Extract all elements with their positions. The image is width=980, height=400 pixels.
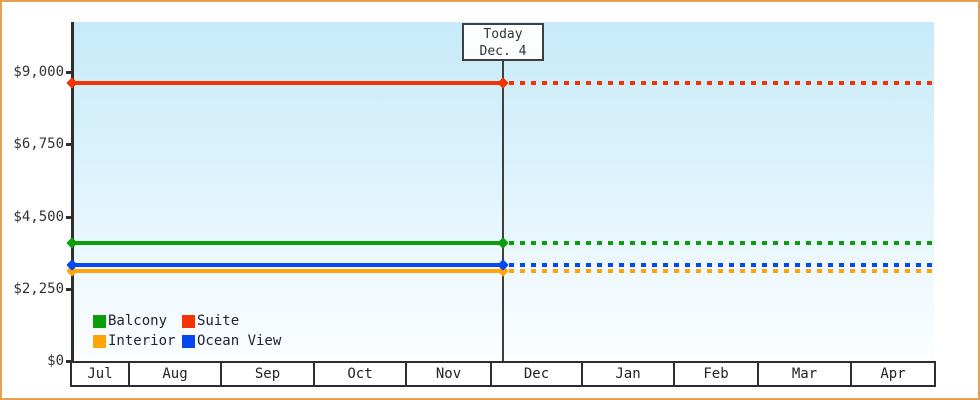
month-cell-sep: Sep (222, 363, 315, 385)
month-cell-feb: Feb (675, 363, 759, 385)
legend-label: Suite (197, 313, 240, 329)
series-line-solid-balcony (72, 240, 503, 245)
y-axis-label: $2,250 (13, 280, 64, 297)
y-axis-tick (66, 287, 72, 291)
month-cell-mar: Mar (759, 363, 852, 385)
series-line-dashed-suite (509, 81, 934, 86)
y-axis-tick (66, 360, 72, 363)
today-label-box: Today Dec. 4 (462, 23, 544, 61)
legend-swatch-icon (182, 314, 195, 328)
series-line-dashed-ocean-view (509, 262, 934, 267)
today-date: Dec. 4 (479, 44, 527, 59)
legend: Balcony Suite Interior Ocean View (93, 314, 281, 348)
month-cell-aug: Aug (130, 363, 222, 385)
x-axis-month-row: Jul Aug Sep Oct Nov Dec Jan Feb Mar Apr (70, 361, 936, 387)
legend-swatch-icon (93, 334, 106, 348)
y-axis-tick (66, 143, 72, 147)
y-axis-tick (66, 215, 72, 219)
series-line-dashed-balcony (509, 240, 934, 245)
today-marker-line (502, 59, 504, 361)
series-line-dashed-interior (509, 269, 934, 274)
y-axis-label: $0 (47, 353, 64, 369)
series-line-solid-interior (72, 269, 503, 274)
month-cell-nov: Nov (407, 363, 492, 385)
legend-label: Ocean View (197, 333, 282, 349)
y-axis-tick (66, 71, 72, 74)
legend-label: Balcony (108, 313, 168, 329)
series-line-solid-ocean-view (72, 262, 503, 267)
y-axis-label: $6,750 (13, 136, 64, 153)
plot-area (74, 22, 934, 361)
legend-item-suite: Suite (182, 314, 281, 328)
month-cell-oct: Oct (315, 363, 407, 385)
month-cell-jul: Jul (72, 363, 130, 385)
legend-item-balcony: Balcony (93, 314, 182, 328)
series-line-solid-suite (72, 81, 503, 86)
today-label: Today (483, 27, 523, 42)
y-axis-line (71, 22, 74, 363)
legend-item-ocean-view: Ocean View (182, 334, 281, 348)
legend-swatch-icon (93, 314, 106, 328)
month-cell-jan: Jan (583, 363, 675, 385)
legend-swatch-icon (182, 334, 195, 348)
legend-item-interior: Interior (93, 334, 182, 348)
legend-label: Interior (108, 333, 176, 349)
month-cell-apr: Apr (880, 366, 906, 382)
month-cell-dec: Dec (492, 363, 583, 385)
y-axis-label: $9,000 (13, 64, 64, 80)
y-axis-label: $4,500 (13, 208, 64, 225)
